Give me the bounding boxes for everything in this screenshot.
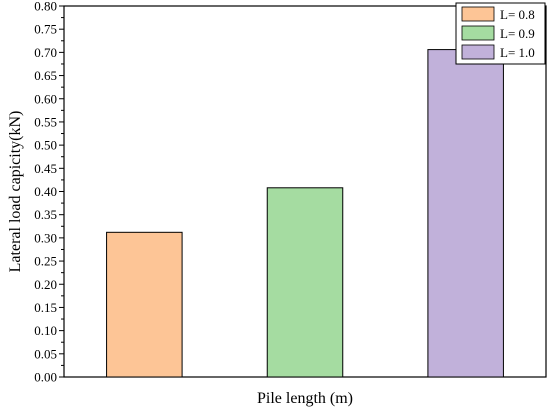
y-tick-label: 0.75 [34,22,57,37]
bar-l-1-0 [427,49,504,378]
y-tick-label: 0.50 [34,138,57,153]
y-tick-label: 0.60 [34,91,57,106]
y-axis-ticks: 0.00 0.05 0.10 0.15 0.20 0.25 0.30 0.35 0.40 0.45… [34,0,64,385]
y-tick-label: 0.10 [34,323,57,338]
y-tick-label: 0.40 [34,184,57,199]
y-tick-label: 0.00 [34,370,57,385]
legend-label: L= 1.0 [500,45,535,60]
y-tick-label: 0.30 [34,230,57,245]
y-tick-label: 0.70 [34,45,57,60]
y-tick-label: 0.65 [34,68,57,83]
y-axis-title: Lateral load capicity(kN) [7,111,24,273]
y-tick-label: 0.25 [34,254,57,269]
y-tick-label: 0.55 [34,114,57,129]
legend-swatch [461,6,495,22]
bar-l-0-9 [266,187,344,378]
legend-label: L= 0.8 [500,7,535,22]
y-tick-label: 0.35 [34,207,57,222]
y-tick-label: 0.80 [34,0,57,14]
y-tick-label: 0.20 [34,277,57,292]
y-tick-label: 0.45 [34,161,57,176]
y-tick-label: 0.05 [34,346,57,361]
legend-swatch [461,25,495,41]
bars [106,49,504,378]
y-tick-label: 0.15 [34,300,57,315]
legend: L= 0.8 L= 0.9 L= 1.0 [455,2,546,65]
bar-l-0-8 [106,231,183,378]
legend-swatch [461,44,495,60]
x-axis-title: Pile length (m) [257,390,353,407]
legend-label: L= 0.9 [500,26,535,41]
